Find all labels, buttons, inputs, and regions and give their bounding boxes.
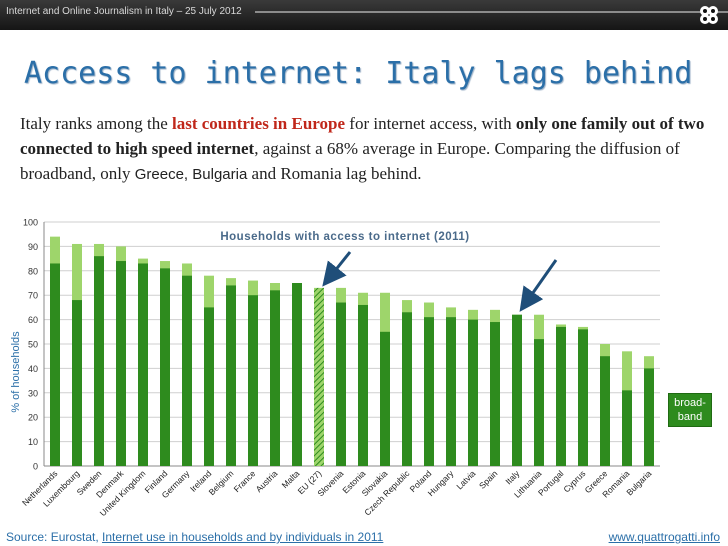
bar-broadband-spain	[490, 322, 500, 466]
footer-source-link[interactable]: Internet use in households and by indivi…	[102, 530, 384, 544]
bar-broadband-poland	[424, 317, 434, 466]
bar-broadband-slovakia	[380, 331, 390, 466]
x-tick-label: France	[232, 468, 258, 494]
x-tick-label: Spain	[477, 468, 500, 491]
intro-text-1: Italy ranks among the	[20, 114, 173, 133]
bar-broadband-netherlands	[50, 263, 60, 466]
y-tick-label: 70	[28, 291, 38, 301]
intro-text-5: , against a 68% average in Europe. Compa…	[20, 139, 680, 183]
bar-broadband-sweden	[94, 256, 104, 466]
x-tick-label: Bulgaria	[624, 468, 653, 497]
bar-broadband-hungary	[446, 317, 456, 466]
bar-broadband-malta	[292, 283, 302, 466]
x-tick-label: Belgium	[207, 468, 236, 497]
footer-website-link[interactable]: www.quattrogatti.info	[608, 530, 720, 544]
header-divider	[255, 11, 728, 13]
x-tick-label: Latvia	[454, 468, 477, 491]
bar-broadband-finland	[160, 268, 170, 466]
y-tick-label: 40	[28, 364, 38, 374]
footer: Source: Eurostat, Internet use in househ…	[0, 528, 728, 546]
y-tick-label: 80	[28, 266, 38, 276]
y-tick-label: 30	[28, 388, 38, 398]
bar-broadband-bulgaria	[644, 368, 654, 466]
bar-broadband-ireland	[204, 307, 214, 466]
y-tick-label: 10	[28, 437, 38, 447]
header-bar: Internet and Online Journalism in Italy …	[0, 0, 728, 30]
bar-broadband-france	[248, 295, 258, 466]
bar-broadband-germany	[182, 275, 192, 466]
bar-broadband-italy	[512, 314, 522, 466]
y-tick-label: 0	[33, 462, 38, 472]
chart-title: Households with access to internet (2011…	[220, 231, 469, 243]
footer-source-prefix: Source: Eurostat,	[6, 530, 103, 544]
arrow-italy	[519, 259, 558, 312]
footer-source: Source: Eurostat, Internet use in househ…	[6, 530, 383, 544]
intro-text-7: and Romania lag behind.	[247, 164, 422, 183]
y-tick-label: 100	[23, 218, 38, 228]
intro-text-3: for internet access, with	[345, 114, 516, 133]
bar-broadband-austria	[270, 290, 280, 466]
x-tick-label: Italy	[503, 468, 522, 487]
bar-broadband-cyprus	[578, 329, 588, 466]
legend-broadband: broad- band	[668, 393, 712, 427]
y-axis-label: % of households	[10, 331, 22, 413]
header-title: Internet and Online Journalism in Italy …	[6, 6, 242, 17]
bar-broadband-portugal	[556, 326, 566, 466]
intro-countries: Greece, Bulgaria	[134, 166, 248, 183]
bar-broadband-romania	[622, 390, 632, 466]
arrow-eu	[322, 251, 352, 287]
bar-broadband-slovenia	[336, 302, 346, 466]
cat-logo-icon	[700, 6, 718, 24]
bar-broadband-united-kingdom	[138, 263, 148, 466]
y-tick-label: 60	[28, 315, 38, 325]
intro-bold-only-one-family: only one family out of two connected to …	[20, 114, 705, 158]
legend-label-line1: broad-	[674, 397, 706, 409]
bar-broadband-latvia	[468, 319, 478, 466]
bar-broadband-denmark	[116, 261, 126, 466]
bar-broadband-eu-27	[314, 300, 324, 466]
bar-broadband-belgium	[226, 285, 236, 466]
bar-broadband-greece	[600, 356, 610, 466]
y-tick-label: 50	[28, 340, 38, 350]
y-tick-label: 90	[28, 242, 38, 252]
page-title: Access to internet: Italy lags behind	[24, 56, 693, 91]
intro-paragraph: Italy ranks among the last countries in …	[20, 111, 720, 187]
bar-broadband-estonia	[358, 304, 368, 466]
x-tick-label: Austria	[254, 468, 280, 494]
bar-broadband-lithuania	[534, 339, 544, 466]
y-tick-label: 20	[28, 413, 38, 423]
bar-broadband-czech-republic	[402, 312, 412, 466]
intro-highlight-last-countries: last countries in Europe	[172, 114, 346, 133]
bar-broadband-luxembourg	[72, 300, 82, 466]
x-tick-label: Cyprus	[561, 468, 587, 494]
legend-label-line2: band	[677, 411, 703, 423]
